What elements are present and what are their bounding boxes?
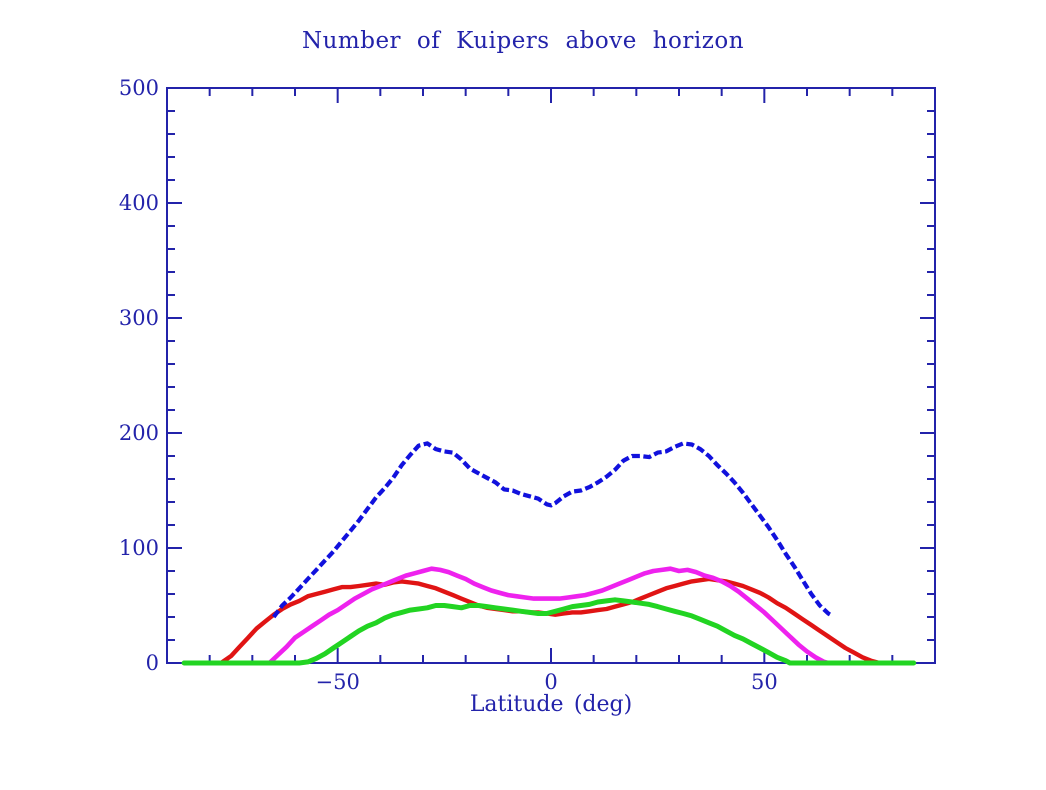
y-tick-label: 300 xyxy=(118,306,159,330)
y-tick-label: 100 xyxy=(118,536,159,560)
x-tick-label: 0 xyxy=(544,670,558,694)
series-blue-curve xyxy=(272,441,834,619)
series-magenta-curve xyxy=(267,566,831,666)
x-tick-label: 50 xyxy=(750,670,778,694)
y-tick-label: 500 xyxy=(118,76,159,100)
x-axis-label: Latitude (deg) xyxy=(469,692,633,717)
series-green-curve xyxy=(181,597,917,666)
y-tick-label: 200 xyxy=(118,421,159,445)
y-tick-label: 400 xyxy=(118,191,159,215)
y-tick-label: 0 xyxy=(145,651,159,675)
x-tick-label: −50 xyxy=(315,670,360,694)
plot-frame xyxy=(166,87,936,664)
chart-title: Number of Kuipers above horizon xyxy=(301,28,745,54)
